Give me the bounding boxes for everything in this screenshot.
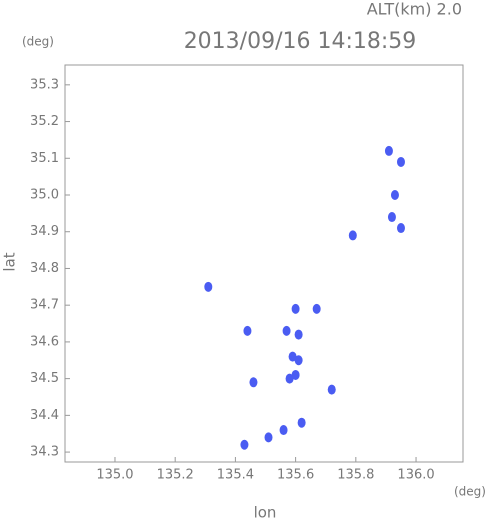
y-tick-label: 34.7 — [30, 298, 59, 313]
y-tick-label: 34.8 — [30, 261, 59, 276]
echo — [387, 212, 396, 223]
x-unit: (deg) — [454, 485, 486, 499]
echo — [396, 156, 405, 167]
echo — [240, 439, 249, 450]
y-tick-label: 34.4 — [30, 408, 59, 423]
chart-title: 2013/09/16 14:18:59 — [184, 29, 417, 54]
echo — [243, 325, 252, 336]
echo — [204, 281, 213, 292]
echo — [282, 325, 291, 336]
x-tick-label: 135.2 — [157, 468, 194, 483]
echo — [285, 373, 294, 384]
echo — [294, 329, 303, 340]
echo — [294, 355, 303, 366]
x-tick-label: 136.0 — [397, 468, 434, 483]
y-tick-label: 34.5 — [30, 371, 59, 386]
echo — [297, 417, 306, 428]
echo — [288, 351, 297, 362]
x-tick-label: 135.6 — [277, 468, 314, 483]
y-tick-label: 35.3 — [30, 77, 59, 92]
y-tick-label: 34.6 — [30, 334, 59, 349]
echo — [327, 384, 336, 395]
x-tick-label: 135.8 — [337, 468, 374, 483]
echo — [312, 303, 321, 314]
x-axis-label: lon — [254, 504, 277, 522]
echo — [384, 145, 393, 156]
y-tick-label: 34.9 — [30, 224, 59, 239]
x-tick-label: 135.4 — [217, 468, 254, 483]
echo — [279, 425, 288, 436]
echo — [291, 369, 300, 380]
plot-frame — [64, 64, 464, 463]
y-tick-label: 35.1 — [30, 151, 59, 166]
y-unit: (deg) — [22, 35, 54, 49]
x-tick-label: 135.0 — [96, 468, 133, 483]
y-tick-label: 35.2 — [30, 114, 59, 129]
y-tick-label: 35.0 — [30, 188, 59, 203]
echo — [291, 303, 300, 314]
y-tick-label: 34.3 — [30, 445, 59, 460]
altitude: ALT(km) 2.0 — [367, 0, 462, 19]
echo — [249, 377, 258, 388]
echo — [348, 230, 357, 241]
y-axis-label: lat — [1, 252, 19, 271]
echo — [390, 190, 399, 201]
echo — [264, 432, 273, 443]
echo — [396, 223, 405, 234]
